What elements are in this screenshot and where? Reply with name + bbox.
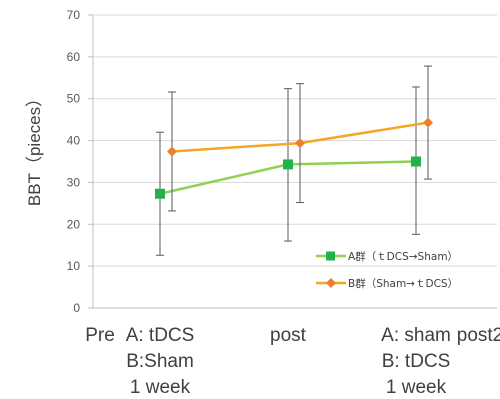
data-point [167,146,177,157]
x-tick-label: post2 [457,325,500,346]
x-tick-label: A: tDCS [126,325,195,346]
y-tick-label: 50 [67,92,81,106]
x-tick-label: 1 week [130,377,191,398]
legend: A群（ｔDCS→Sham） B群（Sham→ｔDCS） [316,250,458,290]
x-tick-labels: Pre A: tDCS B:Sham 1 week post A: sham B: tDCS… [85,325,500,398]
legend-label: B群（Sham→ｔDCS） [348,277,458,290]
y-tick-label: 0 [73,301,80,315]
y-tick-label: 60 [67,50,81,64]
legend-marker [326,278,336,288]
data-point [423,117,433,128]
gridlines [93,14,497,267]
x-tick-label: B: tDCS [382,351,451,372]
series-a [155,86,421,256]
legend-item: A群（ｔDCS→Sham） [316,250,458,263]
legend-marker [326,251,335,261]
x-tick-label: post [270,325,307,346]
x-tick-label: B:Sham [126,351,194,372]
y-tick-label: 10 [67,259,81,273]
y-tick-label: 40 [67,134,81,148]
series-b [167,65,433,212]
y-tick-label: 20 [67,217,81,231]
data-point [155,188,165,199]
data-point [283,159,293,170]
data-point [411,156,421,167]
x-tick-label: 1 week [386,377,447,398]
data-point [295,138,305,149]
series-layer [155,65,433,256]
axes [88,14,497,309]
y-tick-labels: 0 10 20 30 40 50 60 70 [67,8,81,315]
legend-label: A群（ｔDCS→Sham） [348,250,458,263]
x-tick-label: Pre [85,325,115,346]
y-axis-label: BBT（pieces） [25,90,44,206]
legend-item: B群（Sham→ｔDCS） [316,277,458,290]
y-tick-label: 70 [67,8,81,22]
x-tick-label: A: sham [381,325,451,346]
y-tick-label: 30 [67,175,81,189]
